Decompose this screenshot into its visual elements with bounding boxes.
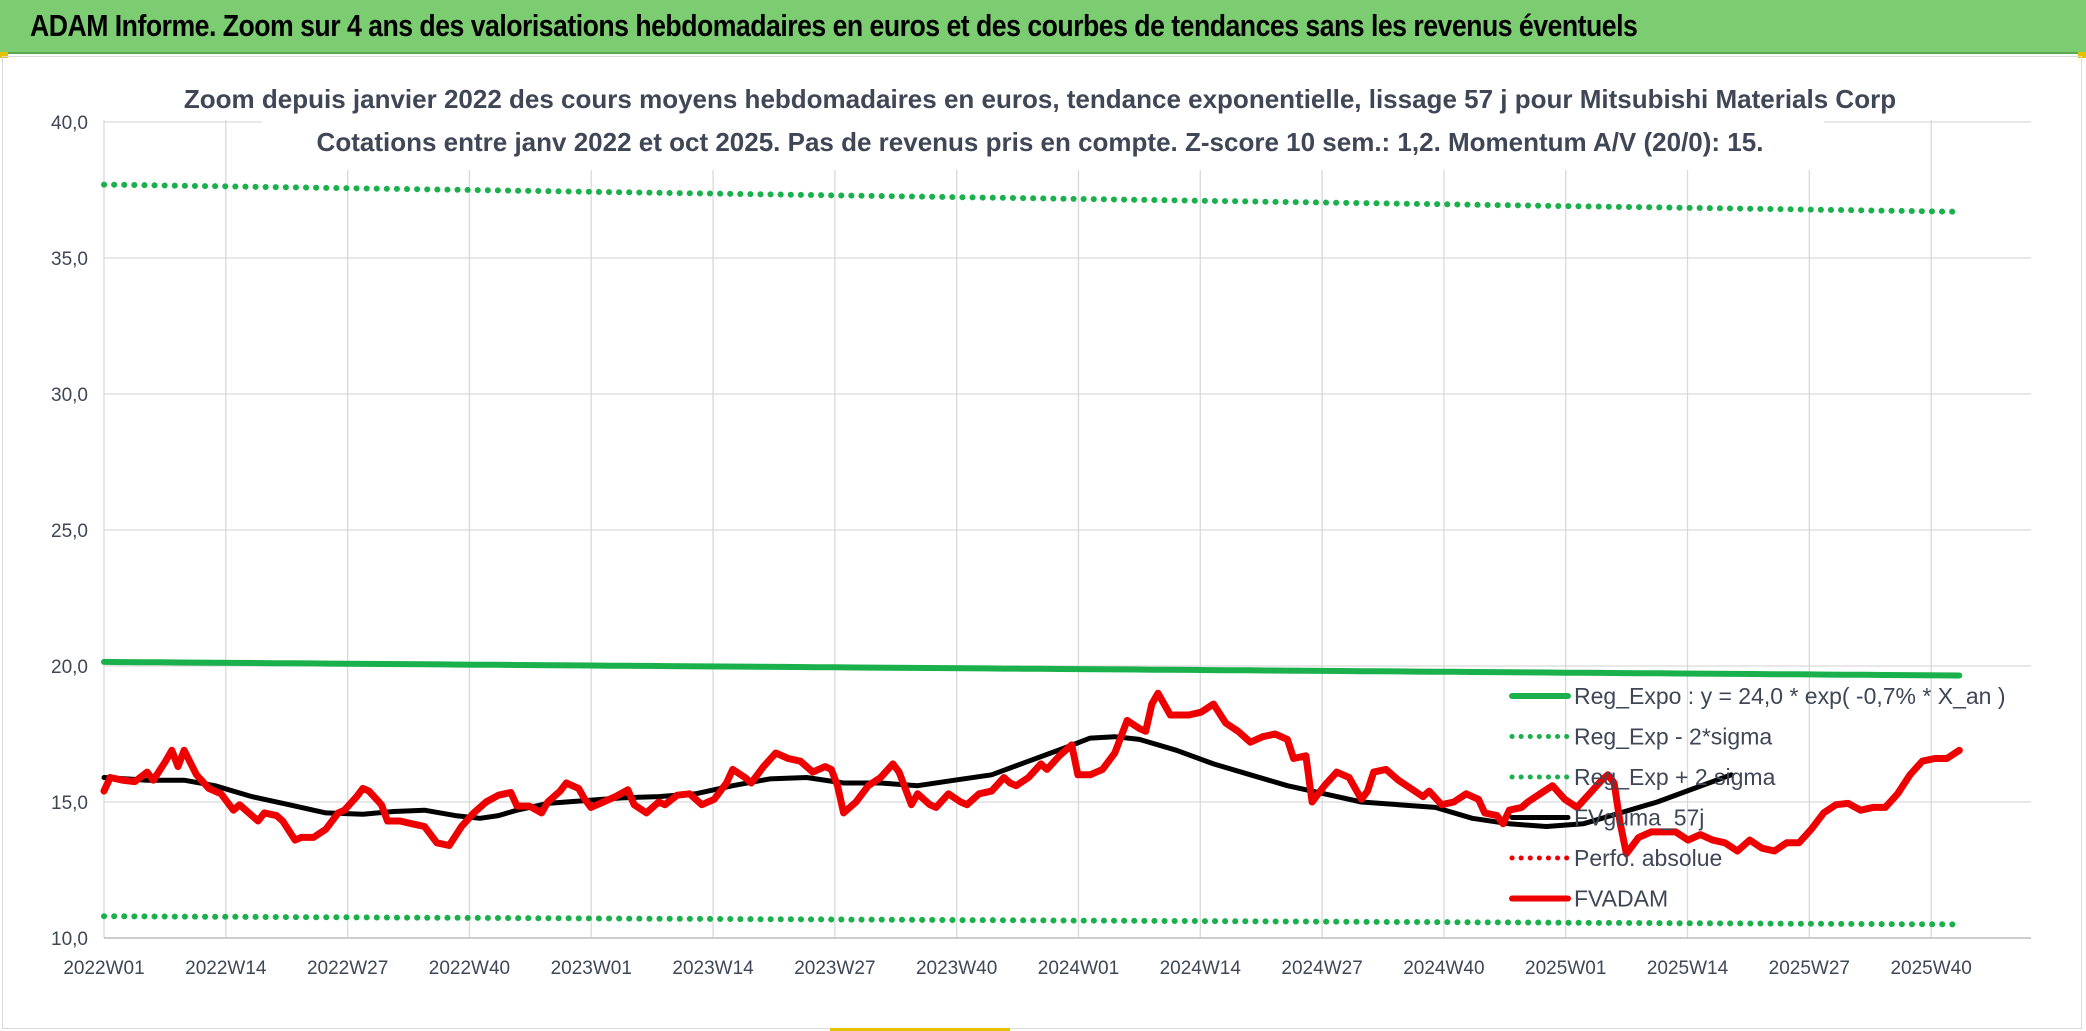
reg-exp-minus-2sigma-line bbox=[101, 913, 1963, 928]
report-title: ADAM Informe. Zoom sur 4 ans des valoris… bbox=[30, 8, 1638, 43]
legend-label-reg-exp-minus-2sigma-line: Reg_Exp - 2*sigma bbox=[1574, 724, 1772, 750]
x-tick-label: 2023W01 bbox=[551, 958, 632, 979]
y-tick-label: 35,0 bbox=[51, 249, 88, 270]
x-tick-label: 2025W01 bbox=[1525, 958, 1606, 979]
y-tick-label: 40,0 bbox=[51, 113, 88, 134]
x-tick-label: 2022W27 bbox=[307, 958, 388, 979]
axis-layer: 10,0 15,0 20,0 25,0 30,0 35,0 40,0 2022W01 2022W… bbox=[51, 113, 2031, 979]
fvguma-57j-line bbox=[101, 734, 1734, 829]
legend-label-perfo-absolue-line: Perfo. absolue bbox=[1574, 845, 1722, 871]
x-tick-label: 2024W27 bbox=[1281, 958, 1362, 979]
x-tick-label: 2025W40 bbox=[1890, 958, 1971, 979]
x-tick-label: 2024W40 bbox=[1403, 958, 1484, 979]
y-tick-label: 15,0 bbox=[51, 793, 88, 814]
grid-layer bbox=[103, 120, 2031, 939]
reg-expo-line bbox=[101, 658, 1963, 679]
legend-label-fvguma-57j-line: FVguma_57j bbox=[1574, 805, 1704, 831]
x-tick-label: 2025W14 bbox=[1647, 958, 1729, 979]
chart-title-line2: Cotations entre janv 2022 et oct 2025. P… bbox=[317, 127, 1764, 157]
fvadam-line bbox=[100, 689, 1963, 858]
x-tick-label: 2022W01 bbox=[63, 958, 144, 979]
banner-corner-right bbox=[2078, 52, 2086, 58]
title-background bbox=[262, 80, 1824, 170]
x-tick-label: 2023W14 bbox=[672, 958, 754, 979]
bottom-accent bbox=[830, 1028, 1010, 1031]
chart-title-line1: Zoom depuis janvier 2022 des cours moyen… bbox=[184, 84, 1896, 114]
legend-label-fvadam-line: FVADAM bbox=[1574, 886, 1668, 912]
y-tick-label: 30,0 bbox=[51, 385, 88, 406]
chart-frame bbox=[2, 56, 2082, 1029]
y-tick-label: 25,0 bbox=[51, 521, 88, 542]
legend-label-reg-expo-line: Reg_Expo : y = 24,0 * exp( -0,7% * X_an … bbox=[1574, 683, 2006, 709]
banner-corner-left bbox=[0, 52, 8, 58]
chart-legend: Reg_Expo : y = 24,0 * exp( -0,7% * X_an … bbox=[1509, 683, 2006, 912]
y-tick-label: 20,0 bbox=[51, 657, 88, 678]
x-tick-label: 2023W27 bbox=[794, 958, 875, 979]
reg-exp-plus-2sigma-line bbox=[101, 181, 1963, 215]
legend-label-reg-exp-plus-2sigma-line: Reg_Exp + 2 sigma bbox=[1574, 764, 1776, 790]
x-tick-label: 2024W14 bbox=[1160, 958, 1242, 979]
x-tick-label: 2025W27 bbox=[1769, 958, 1850, 979]
report-banner: ADAM Informe. Zoom sur 4 ans des valoris… bbox=[0, 0, 2086, 54]
series-layer bbox=[100, 181, 1963, 928]
x-tick-label: 2023W40 bbox=[916, 958, 997, 979]
x-tick-label: 2022W14 bbox=[185, 958, 267, 979]
x-tick-label: 2024W01 bbox=[1038, 958, 1119, 979]
y-tick-label: 10,0 bbox=[51, 929, 88, 950]
x-tick-label: 2022W40 bbox=[429, 958, 510, 979]
